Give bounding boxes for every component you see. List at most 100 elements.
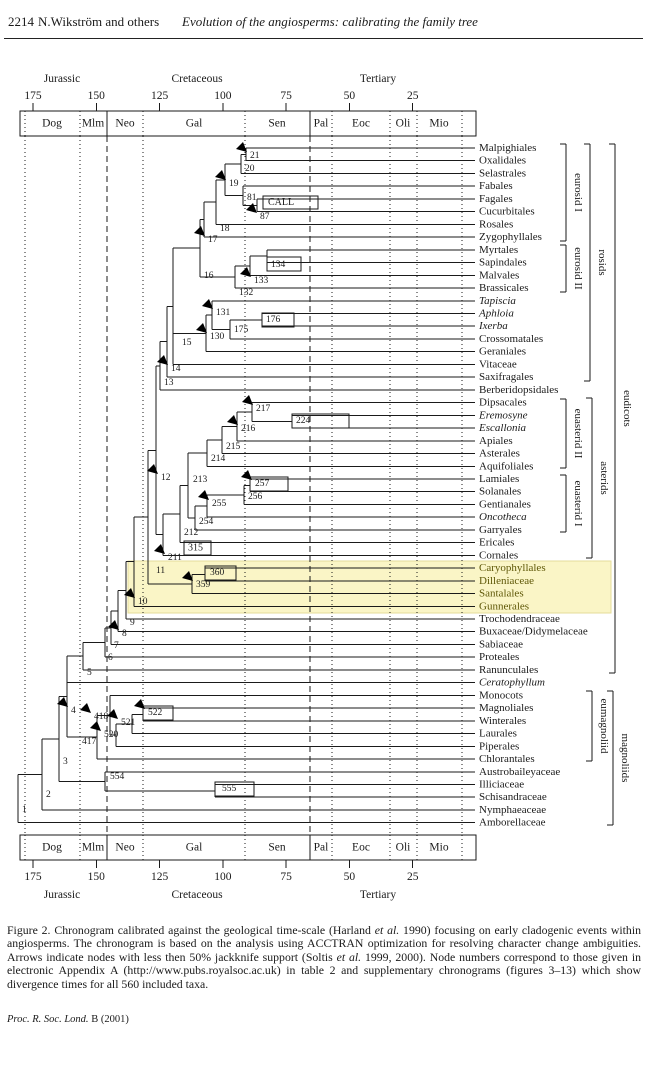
clade-brackets: eurosid I eurosid II rosids euasterid II eua…	[560, 143, 633, 826]
svg-text:eurosid I: eurosid I	[572, 173, 584, 212]
svg-text:Neo: Neo	[115, 118, 134, 130]
svg-text:Fabales: Fabales	[479, 180, 513, 192]
low-support-arrow-icon	[241, 470, 252, 480]
node-box	[142, 705, 174, 721]
svg-text:Aquifoliales: Aquifoliales	[479, 460, 533, 472]
svg-text:150: 150	[88, 871, 106, 883]
svg-text:Trochodendraceae: Trochodendraceae	[479, 613, 560, 625]
svg-text:50: 50	[344, 90, 356, 102]
svg-text:Crossomatales: Crossomatales	[479, 333, 543, 345]
svg-text:254: 254	[199, 517, 214, 527]
svg-text:81: 81	[247, 193, 257, 203]
svg-text:417: 417	[82, 737, 97, 747]
low-support-arrow-icon	[57, 697, 68, 707]
svg-text:Asterales: Asterales	[479, 448, 520, 460]
timescale-bottom: Dog Mlm Neo Gal Sen Pal Eoc Oli Mio 175 150 125 100 7…	[19, 834, 477, 901]
svg-text:360: 360	[210, 568, 225, 578]
svg-text:Piperales: Piperales	[479, 740, 519, 752]
svg-text:Schisandraceae: Schisandraceae	[479, 791, 547, 803]
svg-text:rosids: rosids	[596, 249, 608, 275]
svg-text:Dipsacales: Dipsacales	[479, 397, 527, 409]
svg-text:Mlm: Mlm	[82, 118, 104, 130]
header-authors: N.Wikström and others	[38, 14, 160, 29]
svg-text:132: 132	[239, 288, 254, 298]
svg-text:Selastrales: Selastrales	[479, 167, 526, 179]
svg-text:CALL: CALL	[268, 197, 294, 208]
svg-text:6: 6	[108, 653, 113, 663]
low-support-arrow-icon	[236, 142, 247, 152]
svg-text:Caryophyllales: Caryophyllales	[479, 562, 546, 574]
node-box	[249, 476, 289, 492]
svg-text:magnoliids: magnoliids	[619, 734, 631, 783]
svg-text:Chlorantales: Chlorantales	[479, 753, 535, 765]
svg-text:7: 7	[114, 641, 119, 651]
svg-text:Ceratophyllum: Ceratophyllum	[479, 677, 545, 689]
svg-text:Cornales: Cornales	[479, 549, 518, 561]
svg-text:asterids: asterids	[598, 461, 610, 495]
low-support-arrow-icon	[134, 699, 145, 709]
svg-text:Saxifragales: Saxifragales	[479, 371, 533, 383]
svg-text:Vitaceae: Vitaceae	[479, 358, 517, 370]
svg-text:Nymphaeaceae: Nymphaeaceae	[479, 804, 546, 816]
svg-text:Dog: Dog	[42, 118, 62, 130]
svg-text:125: 125	[151, 90, 169, 102]
svg-text:14: 14	[171, 364, 181, 374]
svg-text:Proteales: Proteales	[479, 651, 519, 663]
svg-text:Tertiary: Tertiary	[360, 889, 396, 901]
svg-text:Gentianales: Gentianales	[479, 498, 531, 510]
svg-text:Aphloia: Aphloia	[478, 307, 514, 319]
svg-text:1: 1	[22, 805, 27, 815]
svg-text:21: 21	[250, 151, 260, 161]
svg-text:211: 211	[168, 553, 182, 563]
svg-text:Ranunculales: Ranunculales	[479, 664, 538, 676]
svg-text:Cretaceous: Cretaceous	[171, 889, 223, 901]
svg-text:Geraniales: Geraniales	[479, 346, 526, 358]
svg-text:215: 215	[226, 442, 241, 452]
svg-text:522: 522	[148, 708, 163, 718]
low-support-arrow-icon	[80, 703, 91, 713]
svg-text:18: 18	[220, 224, 230, 234]
svg-text:25: 25	[407, 90, 419, 102]
annotation-box: CALL	[262, 195, 319, 210]
svg-text:Ericales: Ericales	[479, 537, 514, 549]
svg-text:10: 10	[138, 597, 148, 607]
svg-text:Ixerba: Ixerba	[478, 320, 508, 332]
header-rule	[4, 38, 643, 39]
svg-text:Sabiaceae: Sabiaceae	[479, 638, 523, 650]
low-support-arrow-icon	[202, 299, 213, 309]
low-support-arrow-icon	[107, 709, 118, 719]
svg-text:Apiales: Apiales	[479, 435, 513, 447]
svg-text:eudicots: eudicots	[621, 390, 633, 427]
svg-text:75: 75	[280, 871, 292, 883]
svg-text:Austrobaileyaceae: Austrobaileyaceae	[479, 766, 560, 778]
taxon-labels: MalpighialesOxalidalesSelastralesFabales…	[478, 142, 588, 829]
svg-text:Pal: Pal	[314, 842, 329, 854]
node-box	[261, 312, 295, 328]
journal-footer: Proc. R. Soc. Lond. B (2001)	[7, 1014, 129, 1025]
svg-text:Myrtales: Myrtales	[479, 244, 518, 256]
low-support-arrow-icon	[246, 203, 257, 213]
svg-text:Gunnerales: Gunnerales	[479, 600, 529, 612]
low-support-arrow-icon	[157, 355, 168, 365]
svg-text:176: 176	[266, 315, 281, 325]
svg-text:555: 555	[222, 784, 237, 794]
svg-text:Pal: Pal	[314, 118, 329, 130]
svg-text:Dog: Dog	[42, 842, 62, 854]
low-support-arrow-icon	[182, 571, 193, 581]
svg-text:19: 19	[229, 179, 239, 189]
node-box	[291, 413, 350, 429]
svg-text:12: 12	[161, 473, 171, 483]
tree-branches	[17, 147, 475, 824]
svg-text:11: 11	[156, 566, 165, 576]
gridlines	[24, 136, 463, 835]
svg-text:520: 520	[104, 730, 119, 740]
low-support-arrow-icon	[242, 395, 253, 405]
svg-text:Malpighiales: Malpighiales	[479, 142, 536, 154]
svg-text:100: 100	[214, 90, 232, 102]
svg-text:Escallonia: Escallonia	[478, 422, 527, 434]
svg-text:554: 554	[110, 772, 125, 782]
svg-text:Mio: Mio	[429, 842, 448, 854]
svg-text:Jurassic: Jurassic	[44, 73, 80, 85]
svg-text:Garryales: Garryales	[479, 524, 522, 536]
